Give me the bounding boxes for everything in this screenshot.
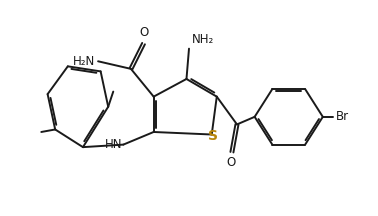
Text: NH₂: NH₂: [192, 33, 214, 46]
Text: O: O: [226, 156, 235, 169]
Text: S: S: [208, 129, 218, 143]
Text: O: O: [139, 26, 148, 39]
Text: HN: HN: [105, 138, 122, 151]
Text: Br: Br: [335, 110, 349, 123]
Text: H₂N: H₂N: [73, 55, 96, 68]
